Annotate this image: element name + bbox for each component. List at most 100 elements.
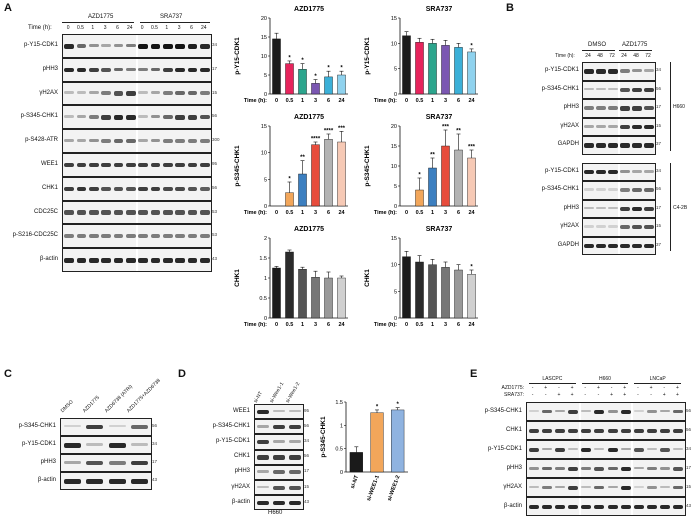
chart-bar — [428, 43, 437, 95]
a-time-tick: 3 — [177, 25, 181, 31]
chart-bar — [298, 173, 307, 207]
blot-band — [581, 504, 592, 510]
chart-y-tick-label: 10 — [261, 54, 267, 60]
panel-letter-d: D — [178, 368, 186, 380]
blot-strip — [254, 480, 304, 496]
blot-row-label: p-Y15-CDK1 — [21, 441, 56, 447]
blot-strip — [62, 57, 212, 82]
blot-kda: 34 — [686, 445, 692, 451]
blot-separator — [578, 498, 581, 515]
blot-band — [86, 479, 104, 484]
b-bracket-azd — [619, 50, 652, 51]
b-cell-line-label: H660 — [673, 104, 685, 111]
blot-band — [175, 234, 185, 238]
blot-band — [272, 439, 286, 443]
blot-band — [126, 139, 136, 143]
blot-band — [175, 210, 185, 215]
blot-band — [89, 210, 99, 215]
chart-x-tick-label: 1 — [431, 322, 434, 328]
d-lane-label: si-NT — [252, 390, 264, 404]
e-cell-line-label: LNCaP — [649, 376, 666, 382]
blot-band — [620, 225, 630, 230]
blot-separator — [618, 137, 620, 154]
blot-band — [647, 485, 658, 489]
chart-x-tick-label: 0.5 — [416, 322, 424, 328]
e-header: LASCPC H660 LNCaP AZD1775: SRA737: - - + - - + + + - -… — [470, 372, 700, 402]
blot-separator — [136, 177, 138, 200]
blot-band — [673, 466, 684, 471]
a-time-tick: 24 — [201, 25, 207, 31]
chart-y-label: CHK1 — [364, 269, 371, 287]
blot-row-label: p-S428-ATR — [25, 137, 58, 144]
e-azd-sign: - — [584, 385, 587, 391]
blot-band — [620, 69, 630, 73]
blot-band — [200, 258, 210, 263]
blot-separator — [631, 460, 634, 477]
blot-band — [594, 409, 605, 415]
chart-x-tick-label: 0.5 — [416, 98, 424, 104]
blot-band — [596, 188, 606, 191]
blot-separator — [578, 403, 581, 420]
blot-kda: 34 — [212, 41, 218, 47]
blot-band — [175, 258, 185, 263]
blot-band — [187, 234, 198, 238]
blot-band — [288, 409, 302, 413]
a-bracket-azd — [62, 22, 134, 23]
blot-band — [584, 69, 594, 74]
chart-x-tick-label: 1 — [301, 322, 304, 328]
chart-significance: **** — [311, 137, 321, 143]
blot-strip — [254, 449, 304, 465]
blot-band — [76, 162, 87, 168]
chart-x-tick-label: 0.5 — [286, 322, 294, 328]
chart-y-tick-label: 0 — [394, 316, 397, 322]
chart-bar — [428, 167, 437, 207]
chart-x-tick-label: 3 — [314, 322, 317, 328]
blot-band — [584, 206, 594, 210]
chart-y-tick-label: 5 — [394, 67, 397, 73]
blot-band — [138, 43, 148, 49]
blot-band — [63, 425, 81, 428]
blot-strip — [582, 218, 656, 237]
blot-band — [633, 409, 644, 412]
blot-band — [528, 504, 539, 510]
blot-band — [272, 470, 286, 475]
blot-band — [101, 258, 111, 263]
chart-bar — [391, 409, 405, 473]
e-azd-sign: - — [637, 385, 639, 391]
blot-kda: 17 — [656, 204, 662, 210]
blot-band — [113, 139, 124, 143]
blot-band — [131, 479, 149, 484]
chart-significance: ** — [456, 129, 461, 135]
blot-band — [608, 69, 618, 74]
blot-band — [64, 115, 74, 118]
blot-kda: 95 — [304, 407, 310, 413]
blot-band — [150, 210, 161, 215]
blot-band — [288, 470, 302, 475]
blot-band — [150, 67, 161, 72]
blot-row-label: CDC25C — [33, 208, 58, 215]
e-sra-sign: - — [597, 392, 600, 398]
chart-bar — [415, 261, 424, 319]
blot-kda: 37 — [656, 241, 662, 247]
e-azd-sign: - — [558, 385, 560, 391]
blot-row-label: CHK1 — [41, 184, 58, 191]
blot-band — [607, 504, 618, 510]
blot-row-label: pHH3 — [42, 65, 58, 72]
blot-band — [541, 485, 552, 489]
time-tick: 72 — [609, 53, 615, 59]
blot-kda: 56 — [152, 423, 158, 428]
chart-y-tick-label: 0.5 — [259, 296, 267, 302]
blot-band — [620, 409, 631, 415]
blot-band — [647, 504, 658, 510]
blot-separator — [136, 82, 138, 105]
blot-separator — [136, 35, 138, 57]
blot-band — [89, 139, 99, 143]
e-sra-sign: - — [650, 392, 652, 398]
blot-separator — [631, 498, 634, 515]
chart-y-tick-label: 10 — [391, 41, 397, 47]
blot-band — [568, 428, 579, 433]
chart-x-tick-label: 1 — [431, 98, 434, 104]
blot-band — [256, 485, 270, 489]
blot-band — [584, 87, 594, 91]
chart-title: SRA737 — [426, 226, 453, 233]
